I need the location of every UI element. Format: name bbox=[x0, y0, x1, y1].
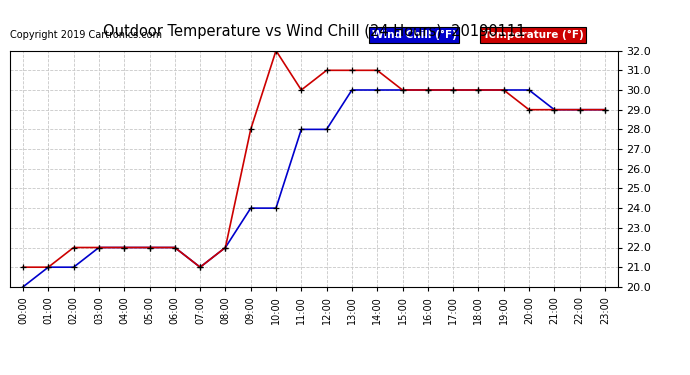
Text: Outdoor Temperature vs Wind Chill (24 Hours)  20190111: Outdoor Temperature vs Wind Chill (24 Ho… bbox=[103, 24, 525, 39]
Text: Temperature (°F): Temperature (°F) bbox=[483, 30, 584, 40]
Text: Copyright 2019 Cartronics.com: Copyright 2019 Cartronics.com bbox=[10, 30, 162, 40]
Text: Wind Chill (°F): Wind Chill (°F) bbox=[372, 30, 457, 40]
